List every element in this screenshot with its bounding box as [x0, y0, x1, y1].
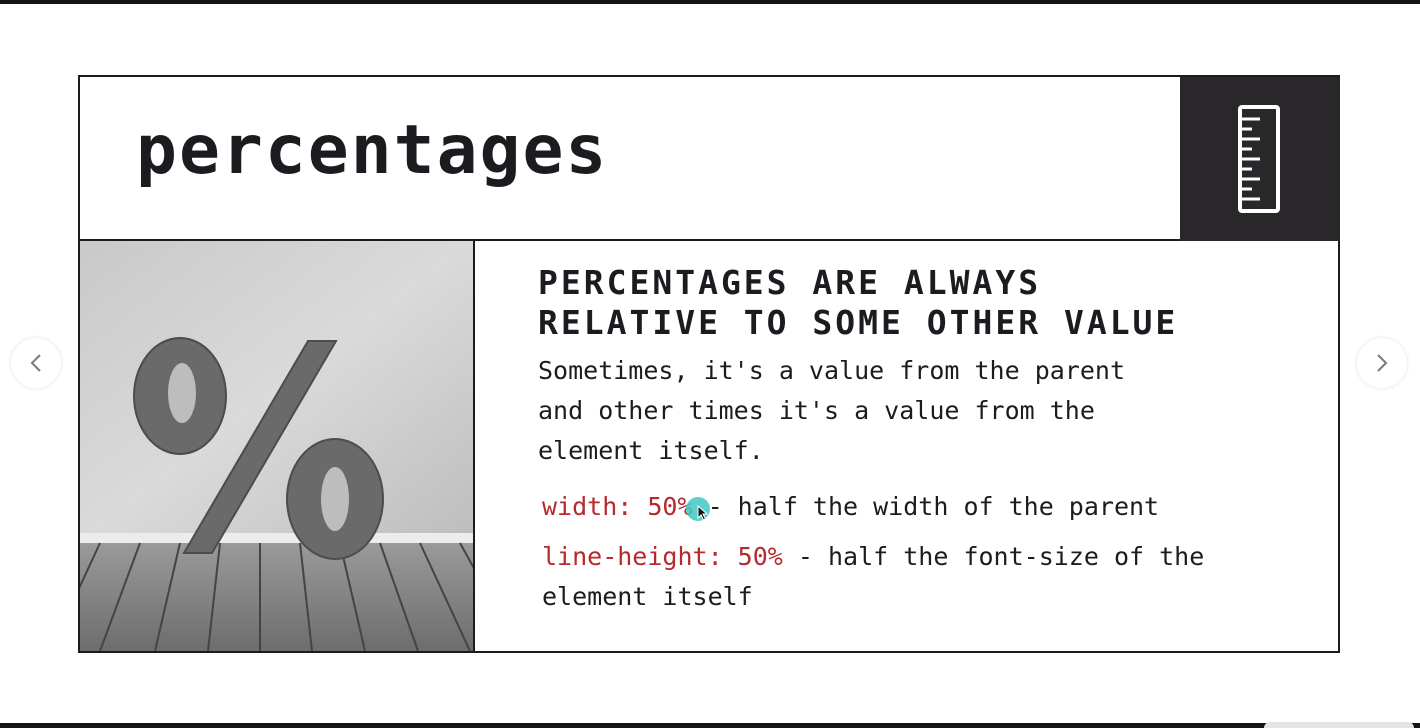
mouse-cursor-icon: [697, 505, 709, 521]
ruler-icon: [1238, 105, 1280, 213]
next-slide-button[interactable]: [1357, 338, 1407, 388]
slide-body-text: Sometimes, it's a value from the parent …: [538, 356, 1125, 465]
chevron-left-icon: [30, 354, 41, 372]
example-code: line-height: 50%: [542, 542, 783, 571]
top-edge-bar: [0, 0, 1420, 4]
slide-headline: PERCENTAGES ARE ALWAYS RELATIVE TO SOME …: [538, 263, 1179, 342]
header-icon-block: [1180, 77, 1340, 241]
example-line-height: line-height: 50% - half the font-size of…: [542, 537, 1312, 617]
example-code: width: 50%: [542, 492, 693, 521]
percent-sign-image: [80, 241, 475, 651]
example-width: width: 50% - half the width of the paren…: [542, 487, 1159, 527]
slide-content: PERCENTAGES ARE ALWAYS RELATIVE TO SOME …: [538, 263, 1318, 471]
percent-photo-illustration: [80, 241, 473, 651]
bottom-edge-bar: [0, 723, 1420, 728]
example-description: - half the width of the parent: [692, 492, 1160, 521]
slide-header: percentages: [80, 77, 1340, 241]
example-description: - half the font-size of the element itse…: [542, 542, 1205, 611]
slide-title: percentages: [136, 111, 609, 190]
bottom-scroll-thumb[interactable]: [1264, 722, 1414, 728]
chevron-right-icon: [1377, 354, 1388, 372]
previous-slide-button[interactable]: [11, 338, 61, 388]
slide: percentages: [78, 75, 1340, 653]
